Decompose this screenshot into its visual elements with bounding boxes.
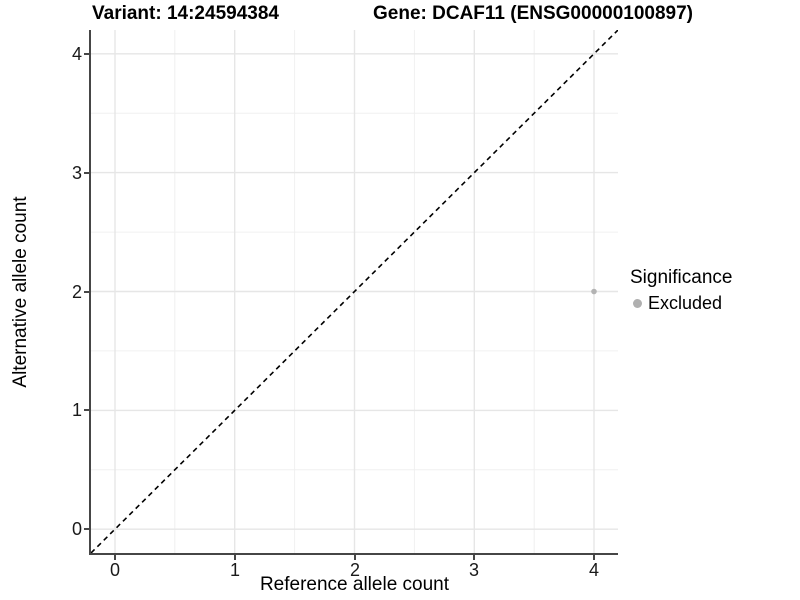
x-tick-mark [473,555,475,560]
y-tick-label: 1 [71,400,82,420]
x-tick-label: 0 [109,560,121,580]
y-tick-mark [84,409,89,411]
data-point [591,288,597,295]
plot-panel [89,30,618,555]
y-tick-label: 2 [71,282,82,302]
x-tick-mark [234,555,236,560]
x-tick-label: 2 [349,560,361,580]
plot-title-variant: Variant: 14:24594384 [92,3,279,24]
x-tick-mark [354,555,356,560]
x-tick-label: 3 [468,560,480,580]
y-tick-label: 0 [71,519,82,539]
x-tick-label: 4 [588,560,600,580]
scatter-plot-canvas [91,30,618,553]
legend: Significance Excluded [630,266,732,314]
legend-key-circle-icon [633,298,642,308]
y-tick-mark [84,172,89,174]
legend-title: Significance [630,267,733,288]
legend-item-label: Excluded [648,293,723,313]
legend-item-excluded: Excluded [630,292,732,314]
x-axis-title: Reference allele count [259,574,450,595]
y-tick-mark [84,53,89,55]
y-tick-mark [84,528,89,530]
y-tick-label: 3 [71,163,82,183]
x-tick-mark [114,555,116,560]
y-tick-label: 4 [71,44,82,64]
x-tick-mark [593,555,595,560]
plot-title-gene: Gene: DCAF11 (ENSG00000100897) [373,3,693,24]
y-axis-title: Alternative allele count [10,196,31,388]
y-tick-mark [84,291,89,293]
x-tick-label: 1 [229,560,241,580]
